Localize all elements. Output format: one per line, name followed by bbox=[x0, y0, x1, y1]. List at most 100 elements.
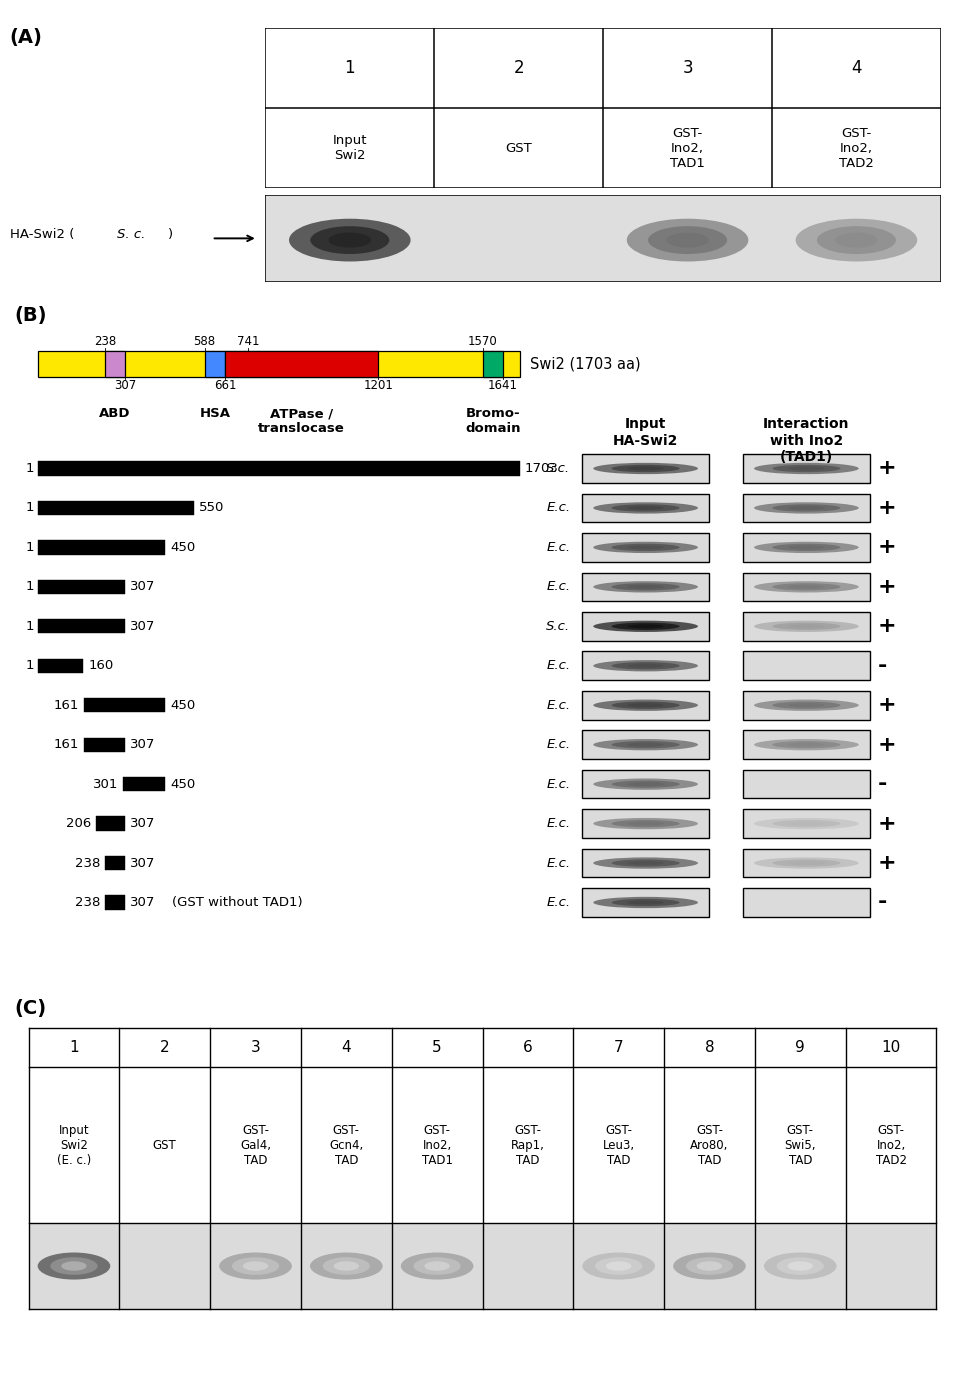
Bar bbox=[743, 769, 870, 799]
Bar bbox=[582, 691, 709, 719]
Text: -: - bbox=[878, 655, 887, 676]
Bar bbox=[582, 612, 709, 641]
Ellipse shape bbox=[627, 467, 664, 470]
Text: HA-Swi2 (: HA-Swi2 ( bbox=[10, 227, 74, 241]
Bar bbox=[743, 533, 870, 562]
Ellipse shape bbox=[413, 1257, 460, 1276]
Text: 307: 307 bbox=[114, 379, 136, 392]
Text: 307: 307 bbox=[129, 620, 155, 633]
Bar bbox=[38, 351, 520, 376]
Ellipse shape bbox=[627, 625, 664, 629]
Bar bbox=[105, 351, 124, 376]
Text: +: + bbox=[878, 814, 896, 834]
Ellipse shape bbox=[322, 1257, 370, 1276]
Text: 307: 307 bbox=[129, 817, 155, 829]
Ellipse shape bbox=[328, 233, 372, 248]
Text: 2: 2 bbox=[160, 1040, 170, 1055]
Text: Bromo-
domain: Bromo- domain bbox=[465, 407, 520, 435]
Text: 1: 1 bbox=[25, 461, 34, 475]
Text: GST-
Ino2,
TAD1: GST- Ino2, TAD1 bbox=[670, 127, 705, 170]
Text: 2: 2 bbox=[513, 59, 524, 77]
Ellipse shape bbox=[627, 782, 664, 786]
Ellipse shape bbox=[627, 821, 664, 825]
Ellipse shape bbox=[612, 583, 679, 591]
Bar bbox=[582, 454, 709, 482]
Ellipse shape bbox=[697, 1262, 722, 1271]
Bar bbox=[743, 730, 870, 758]
Bar bbox=[39, 461, 520, 475]
Ellipse shape bbox=[754, 463, 859, 474]
Text: (B): (B) bbox=[14, 305, 47, 325]
Ellipse shape bbox=[334, 1262, 359, 1271]
Text: 1: 1 bbox=[69, 1040, 79, 1055]
Text: (A): (A) bbox=[10, 28, 42, 47]
Ellipse shape bbox=[788, 821, 825, 825]
Ellipse shape bbox=[593, 661, 698, 672]
Ellipse shape bbox=[606, 1262, 631, 1271]
Ellipse shape bbox=[582, 1252, 655, 1280]
Ellipse shape bbox=[593, 896, 698, 907]
Ellipse shape bbox=[400, 1252, 474, 1280]
Text: 301: 301 bbox=[94, 778, 119, 790]
Ellipse shape bbox=[627, 664, 664, 668]
Bar bbox=[29, 1223, 936, 1309]
Text: E.c.: E.c. bbox=[546, 541, 570, 553]
Text: 1: 1 bbox=[25, 659, 34, 672]
Bar bbox=[582, 533, 709, 562]
Bar bbox=[105, 856, 124, 870]
Ellipse shape bbox=[593, 700, 698, 711]
Text: 307: 307 bbox=[129, 580, 155, 594]
Ellipse shape bbox=[593, 739, 698, 750]
Ellipse shape bbox=[627, 703, 664, 707]
Ellipse shape bbox=[772, 505, 841, 512]
Text: 1201: 1201 bbox=[363, 379, 393, 392]
Text: 307: 307 bbox=[129, 739, 155, 751]
Ellipse shape bbox=[754, 542, 859, 553]
Bar bbox=[84, 698, 165, 712]
Bar bbox=[743, 573, 870, 601]
Ellipse shape bbox=[612, 859, 679, 867]
Ellipse shape bbox=[754, 700, 859, 711]
Text: 161: 161 bbox=[53, 698, 79, 712]
Bar bbox=[225, 351, 378, 376]
Ellipse shape bbox=[243, 1262, 268, 1271]
Ellipse shape bbox=[795, 219, 917, 262]
Ellipse shape bbox=[772, 623, 841, 630]
Ellipse shape bbox=[593, 502, 698, 513]
Ellipse shape bbox=[787, 1262, 813, 1271]
Ellipse shape bbox=[674, 1252, 746, 1280]
Text: 588: 588 bbox=[194, 335, 215, 348]
Ellipse shape bbox=[593, 857, 698, 868]
Text: +: + bbox=[878, 853, 896, 873]
Text: 206: 206 bbox=[67, 817, 92, 829]
Ellipse shape bbox=[788, 861, 825, 866]
Text: E.c.: E.c. bbox=[546, 580, 570, 594]
Ellipse shape bbox=[754, 739, 859, 750]
Ellipse shape bbox=[61, 1262, 87, 1271]
Text: 238: 238 bbox=[75, 856, 100, 870]
Bar bbox=[39, 541, 165, 555]
Ellipse shape bbox=[835, 233, 878, 248]
Text: 1641: 1641 bbox=[487, 379, 518, 392]
Text: 741: 741 bbox=[236, 335, 260, 348]
Text: GST-
Leu3,
TAD: GST- Leu3, TAD bbox=[602, 1124, 635, 1167]
Text: 4: 4 bbox=[851, 59, 862, 77]
Bar bbox=[743, 612, 870, 641]
Bar bbox=[96, 817, 124, 831]
Ellipse shape bbox=[612, 820, 679, 827]
Ellipse shape bbox=[593, 581, 698, 592]
Ellipse shape bbox=[788, 743, 825, 747]
Text: 4: 4 bbox=[342, 1040, 351, 1055]
Bar bbox=[39, 580, 124, 594]
Ellipse shape bbox=[311, 226, 389, 254]
Ellipse shape bbox=[754, 502, 859, 513]
Text: 307: 307 bbox=[129, 896, 155, 909]
Text: ABD: ABD bbox=[99, 407, 131, 420]
Ellipse shape bbox=[627, 506, 664, 510]
Text: 238: 238 bbox=[95, 335, 117, 348]
Ellipse shape bbox=[788, 585, 825, 588]
Text: 6: 6 bbox=[523, 1040, 533, 1055]
Text: 1: 1 bbox=[25, 541, 34, 553]
Text: 1703: 1703 bbox=[525, 461, 559, 475]
Ellipse shape bbox=[686, 1257, 733, 1276]
